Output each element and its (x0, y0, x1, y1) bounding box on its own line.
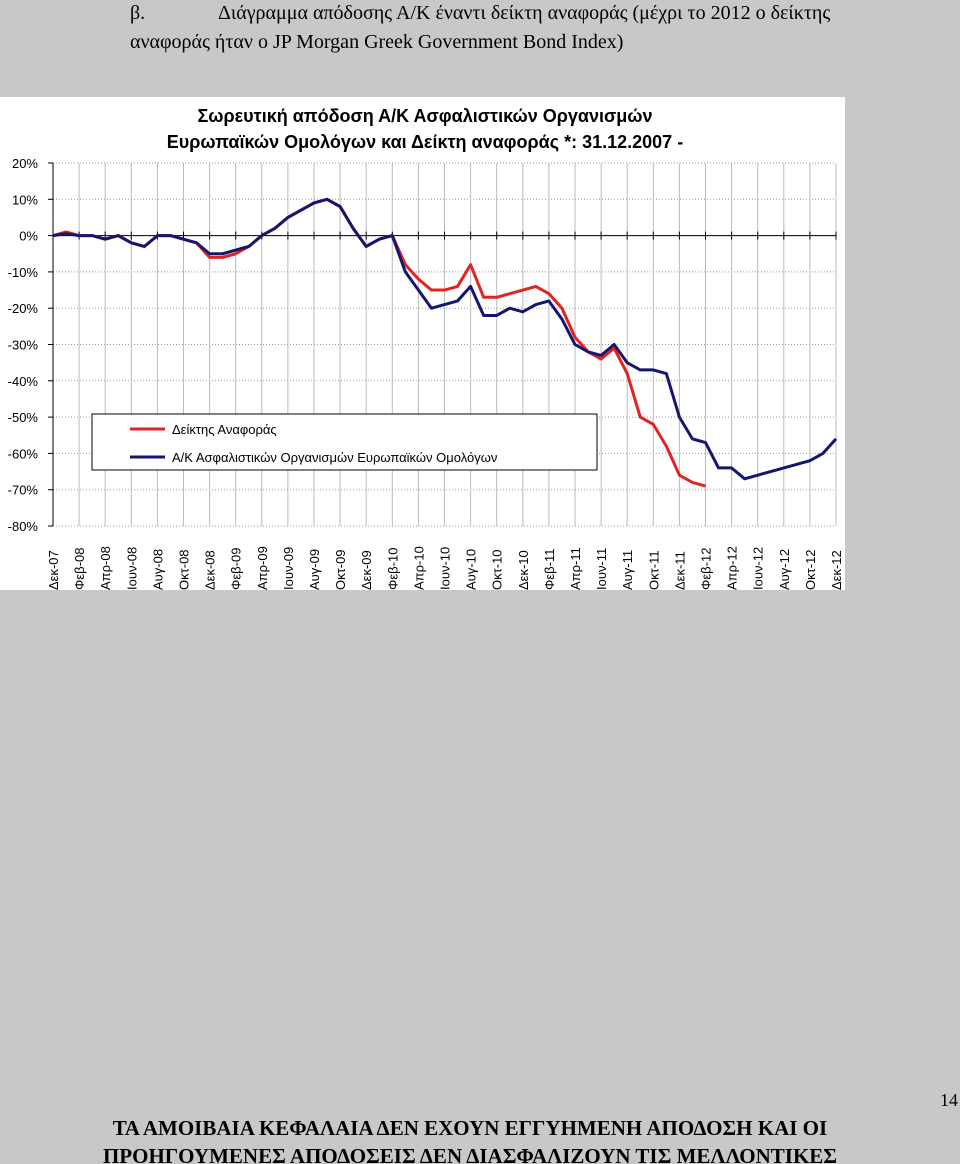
x-tick-label: Αυγ-09 (307, 549, 322, 590)
x-tick-label: Φεβ-12 (699, 548, 714, 590)
x-tick-label: Οκτ-08 (177, 549, 192, 590)
x-tick-label: Αυγ-11 (620, 550, 635, 590)
footer-line: ΤΑ ΑΜΟΙΒΑΙΑ ΚΕΦΑΛΑΙΑ ΔΕΝ ΕΧΟΥΝ ΕΓΓΥΗΜΕΝΗ… (113, 1116, 827, 1140)
page-number: 14 (940, 1090, 958, 1110)
x-tick-label: Δεκ-12 (829, 550, 844, 590)
y-tick-label: -40% (8, 374, 39, 389)
x-tick-label: Οκτ-12 (803, 549, 818, 590)
x-tick-label: Δεκ-07 (46, 550, 61, 590)
x-tick-label: Δεκ-09 (359, 550, 374, 590)
chart-title: Ευρωπαϊκών Ομολόγων και Δείκτη αναφοράς … (167, 132, 683, 152)
x-tick-label: Οκτ-10 (490, 549, 505, 590)
legend-box (91, 413, 598, 471)
chart-background (0, 97, 845, 590)
y-tick-label: -50% (8, 410, 39, 425)
heading-line: αναφοράς ήταν ο JP Morgan Greek Governme… (130, 31, 623, 53)
footer-line: ΠΡΟΗΓΟΥΜΕΝΕΣ ΑΠΟΔΟΣΕΙΣ ΔΕΝ ΔΙΑΣΦΑΛΙΖΟΥΝ … (103, 1144, 837, 1164)
series-line (52, 197, 838, 481)
x-tick-label: Οκτ-09 (333, 549, 348, 590)
x-tick-label: Απρ-11 (568, 547, 583, 590)
legend-label: Δείκτης Αναφοράς (172, 422, 277, 437)
y-tick-label: -60% (8, 446, 39, 461)
x-tick-label: Απρ-12 (725, 546, 740, 590)
y-tick-label: -30% (8, 338, 39, 353)
x-tick-label: Απρ-09 (255, 546, 270, 590)
x-tick-label: Φεβ-08 (72, 548, 87, 590)
x-tick-label: Δεκ-11 (672, 551, 687, 590)
y-tick-label: -80% (8, 519, 39, 534)
x-tick-label: Δεκ-10 (516, 550, 531, 590)
x-tick-label: Απρ-10 (411, 546, 426, 590)
x-tick-label: Απρ-08 (98, 546, 113, 590)
x-tick-label: Οκτ-11 (646, 550, 661, 590)
heading-marker: β. (130, 2, 145, 24)
x-tick-label: Ιουν-11 (594, 548, 609, 590)
x-tick-label: Ιουν-08 (124, 547, 139, 590)
y-tick-label: -20% (8, 301, 39, 316)
y-tick-label: -70% (8, 483, 39, 498)
x-tick-label: Αυγ-10 (464, 549, 479, 590)
x-tick-label: Φεβ-09 (229, 548, 244, 590)
y-tick-label: 0% (19, 229, 38, 244)
x-tick-label: Φεβ-11 (542, 549, 557, 590)
legend: Δείκτης Αναφοράς Α/Κ Ασφαλιστικών Οργανισ… (130, 422, 497, 465)
legend-label: Α/Κ Ασφαλιστικών Οργανισμών Ευρωπαϊκών Ο… (172, 450, 497, 465)
plot: -80% -70% -60% -50% -40% -30% -20% -10% 0% 10% 20%… (8, 156, 844, 590)
x-tick-label: Αυγ-12 (777, 549, 792, 590)
x-tick-label: Δεκ-08 (203, 550, 218, 590)
y-tick-label: -10% (8, 265, 39, 280)
heading-line: Διάγραμμα απόδοσης Α/Κ έναντι δείκτη ανα… (218, 2, 830, 24)
x-tick-label: Ιουν-10 (438, 547, 453, 590)
y-tick-label: 20% (12, 156, 38, 171)
chart-title: Σωρευτική απόδοση Α/Κ Ασφαλιστικών Οργαν… (198, 106, 653, 126)
x-tick-label: Αυγ-08 (150, 549, 165, 590)
y-tick-label: 10% (12, 192, 38, 207)
x-tick-label: Ιουν-09 (281, 547, 296, 590)
x-tick-label: Ιουν-12 (751, 547, 766, 590)
x-tick-label: Φεβ-10 (385, 548, 400, 590)
